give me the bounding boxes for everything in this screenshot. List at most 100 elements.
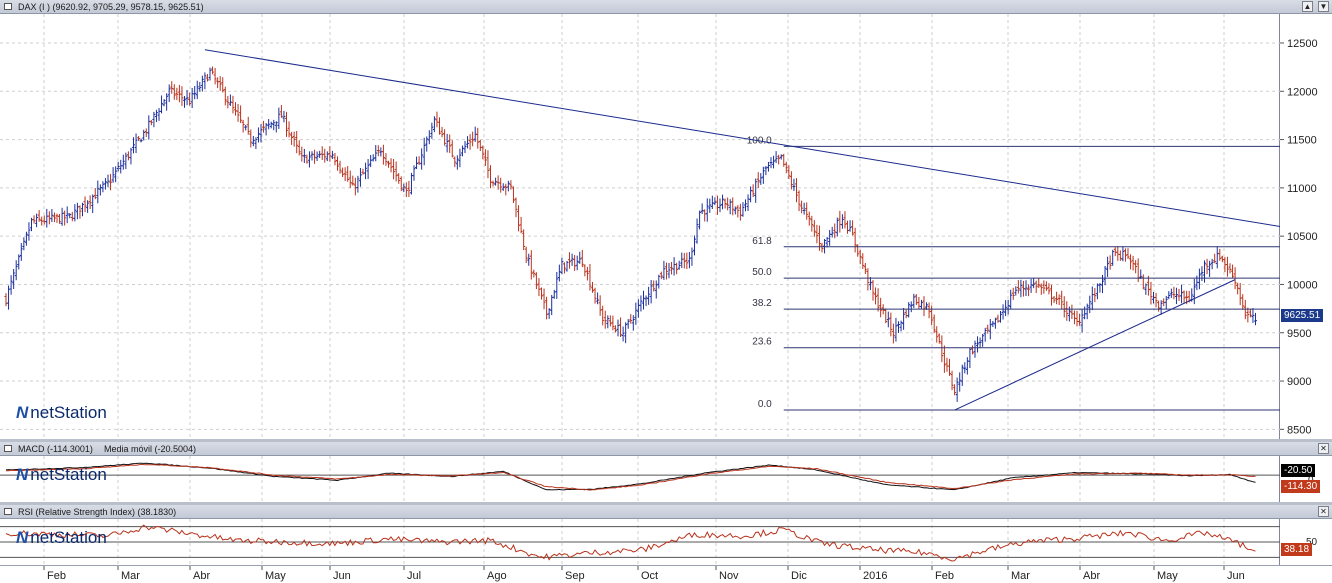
ohlc-bar	[412, 165, 416, 181]
time-axis-label: Jun	[333, 570, 351, 582]
ohlc-bar	[527, 253, 531, 266]
ohlc-bar	[19, 243, 23, 261]
ohlc-bar	[175, 87, 179, 101]
ohlc-bar	[425, 136, 429, 152]
ohlc-bar	[68, 213, 72, 219]
ohlc-bar	[376, 145, 380, 157]
ohlc-bar	[231, 95, 235, 114]
ohlc-bar	[259, 124, 263, 143]
price-axis[interactable]: 8500 9000 9500 10000 10500 11000 11500 12000 125…	[1280, 14, 1332, 439]
ohlc-bar	[98, 184, 102, 196]
price-axis-label: 12000	[1287, 86, 1318, 98]
ohlc-bar	[565, 260, 569, 272]
ohlc-bar	[1021, 280, 1025, 297]
ohlc-bar	[591, 282, 594, 293]
ohlc-bar	[302, 148, 306, 163]
ohlc-bar	[685, 252, 689, 270]
ohlc-bar	[313, 149, 317, 164]
ohlc-bar	[547, 308, 551, 319]
ohlc-bar	[1006, 299, 1010, 315]
ohlc-bar	[1146, 275, 1150, 296]
ohlc-bar	[96, 180, 100, 204]
ohlc-bar	[861, 253, 865, 269]
ohlc-bar	[1167, 291, 1171, 300]
ohlc-bar	[1090, 286, 1094, 311]
ohlc-bar	[12, 269, 16, 290]
ohlc-bar	[1144, 283, 1148, 295]
ohlc-bar	[986, 324, 990, 334]
ohlc-bar	[807, 211, 811, 226]
ohlc-bar	[142, 129, 146, 141]
fib-level-label: 38.2	[752, 298, 772, 309]
ohlc-bar	[109, 173, 113, 191]
ohlc-bar	[489, 165, 492, 189]
ohlc-bar	[279, 105, 283, 118]
ohlc-bar	[851, 220, 855, 236]
ohlc-bar	[889, 312, 893, 337]
ohlc-bar	[715, 195, 719, 215]
time-axis-label: Feb	[935, 570, 954, 582]
ohlc-bar	[438, 117, 441, 135]
panel-separator[interactable]	[0, 439, 1332, 442]
ohlc-bar	[315, 151, 319, 162]
ohlc-bar	[1225, 256, 1229, 277]
ohlc-bar	[267, 119, 271, 130]
time-axis-label: Nov	[719, 570, 739, 582]
ohlc-bar	[1072, 310, 1076, 325]
scroll-down-button[interactable]: ▼	[1318, 1, 1329, 12]
ohlc-bar	[323, 148, 327, 163]
time-axis[interactable]: Feb Mar Abr May Jun Jul Ago Sep Oct Nov Dic 2016 Feb…	[0, 565, 1332, 582]
rsi-chart	[0, 519, 1280, 565]
ohlc-bar	[121, 154, 125, 170]
ohlc-bar	[899, 320, 903, 332]
panel-separator[interactable]	[0, 502, 1332, 505]
ohlc-bar	[103, 178, 107, 190]
ohlc-bar	[876, 288, 880, 312]
ohlc-bar	[664, 262, 668, 280]
macd-axis[interactable]: -20.50 0 -114.30	[1280, 456, 1332, 502]
ohlc-bar	[292, 131, 296, 147]
last-price-badge: 9625.51	[1281, 309, 1324, 322]
ohlc-bar	[1218, 248, 1222, 261]
ohlc-bar	[397, 173, 401, 184]
ohlc-bar	[846, 220, 849, 234]
ohlc-bar	[24, 231, 28, 246]
ohlc-bar	[578, 251, 582, 264]
rsi-level-label: 50	[1306, 536, 1317, 549]
ohlc-bar	[353, 177, 357, 196]
ohlc-bar	[983, 327, 987, 342]
price-axis-label: 9000	[1287, 376, 1311, 388]
scroll-up-button[interactable]: ▲	[1302, 1, 1313, 12]
ohlc-bar	[1057, 294, 1061, 305]
ohlc-bar	[690, 247, 694, 266]
ohlc-bar	[205, 73, 209, 82]
close-panel-button[interactable]: ✕	[1318, 443, 1329, 454]
ohlc-bar	[1070, 304, 1074, 320]
panel-icon	[4, 508, 12, 515]
netstation-logo-text: netStation	[30, 528, 107, 547]
ohlc-bar	[919, 299, 923, 309]
ohlc-bar	[981, 333, 985, 347]
ohlc-bar	[343, 167, 347, 182]
ohlc-bar	[1129, 254, 1133, 270]
ohlc-bar	[300, 146, 304, 162]
ohlc-bar	[60, 207, 64, 226]
ohlc-bar	[287, 121, 291, 138]
ohlc-bar	[820, 242, 824, 253]
ohlc-bar	[1246, 307, 1250, 323]
ohlc-bar	[695, 218, 699, 244]
ohlc-bar	[904, 309, 908, 319]
ohlc-bar	[1108, 255, 1112, 270]
ohlc-bar	[154, 109, 158, 123]
close-panel-button[interactable]: ✕	[1318, 506, 1329, 517]
ohlc-bar	[1169, 288, 1173, 299]
ohlc-bar	[596, 292, 600, 305]
ohlc-bar	[285, 111, 288, 137]
rsi-axis[interactable]: 50 38.18	[1280, 519, 1332, 565]
ohlc-bar	[249, 129, 253, 148]
ohlc-bar	[149, 119, 153, 126]
